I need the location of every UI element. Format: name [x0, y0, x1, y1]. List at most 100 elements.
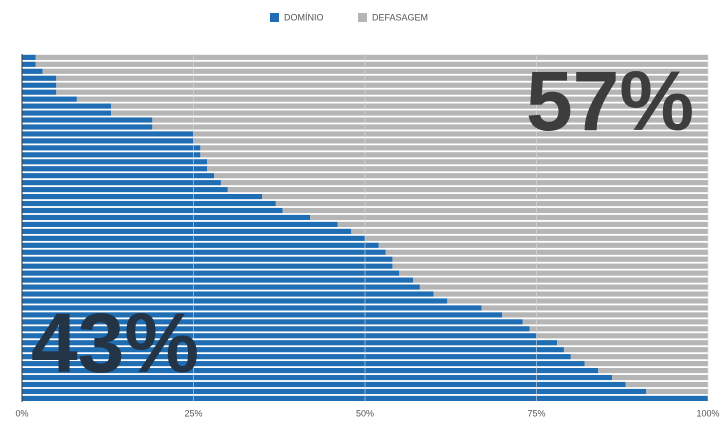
bar-segment	[399, 270, 708, 276]
bar-segment	[419, 284, 708, 290]
bar-segment	[22, 347, 564, 353]
bar-segment	[282, 207, 708, 214]
bar-segment	[392, 256, 708, 262]
bar-segment	[35, 54, 709, 60]
bar-segment	[22, 249, 386, 255]
bar-segment	[111, 110, 709, 116]
bar-segment	[433, 291, 708, 297]
bar-segment	[22, 187, 228, 193]
bar-segment	[22, 368, 599, 374]
bar-segment	[227, 187, 709, 193]
bar-segment	[22, 207, 283, 214]
bar-segment	[22, 319, 523, 325]
legend-label: DEFASAGEM	[372, 12, 428, 22]
bar-segment	[76, 96, 708, 102]
bar-segment	[502, 312, 708, 318]
annotation: 57%	[526, 54, 694, 148]
bar-segment	[262, 194, 708, 200]
bar-segment	[22, 138, 194, 144]
bar-segment	[22, 180, 221, 186]
bar-segment	[42, 68, 708, 74]
bar-segment	[22, 61, 36, 67]
bar-segment	[200, 152, 709, 158]
bar-segment	[22, 242, 379, 248]
bar-segment	[56, 89, 709, 95]
bar-segment	[392, 263, 708, 269]
bar-segment	[22, 291, 434, 297]
bar-segment	[22, 117, 153, 123]
bar-segment	[22, 145, 201, 151]
bar-segment	[22, 381, 626, 388]
bar-segment	[310, 214, 708, 221]
bar-segment	[22, 305, 482, 311]
bar-segment	[22, 103, 112, 109]
bar-segment	[447, 298, 708, 304]
bar-segment	[337, 221, 708, 227]
bar-segment	[22, 159, 208, 165]
bar-segment	[214, 173, 708, 179]
bar-segment	[22, 110, 112, 116]
bar-segment	[22, 200, 276, 207]
bar-segment	[385, 249, 708, 255]
bar-segment	[351, 228, 708, 234]
x-tick-label: 25%	[184, 408, 202, 418]
bar-segment	[22, 54, 36, 60]
bar-segment	[22, 340, 558, 346]
bar-segment	[193, 138, 708, 144]
bar-segment	[22, 89, 57, 95]
bar-segment	[481, 305, 708, 311]
legend-swatch	[270, 13, 279, 22]
bar-segment	[563, 347, 708, 353]
x-tick-label: 0%	[15, 408, 28, 418]
bar-segment	[611, 374, 708, 381]
x-tick-label: 50%	[356, 408, 374, 418]
bar-segment	[413, 277, 708, 283]
x-tick-label: 75%	[527, 408, 545, 418]
bar-segment	[22, 284, 420, 290]
bar-segment	[22, 124, 153, 130]
bar-segment	[22, 374, 612, 381]
bar-segment	[275, 200, 708, 207]
bar-segment	[220, 180, 708, 186]
bar-segment	[570, 354, 708, 360]
bar-segment	[56, 82, 709, 88]
bar-segment	[22, 298, 448, 304]
bar-segment	[35, 61, 709, 67]
bar-segment	[22, 354, 571, 360]
x-tick-label: 100%	[696, 408, 719, 418]
bar-segment	[22, 96, 77, 102]
bar-segment	[22, 221, 338, 227]
bar-segment	[536, 333, 708, 339]
bar-segment	[22, 256, 393, 262]
bar-segment	[22, 263, 393, 269]
bar-segment	[646, 388, 708, 395]
bar-segment	[22, 173, 215, 179]
bar-segment	[22, 166, 208, 172]
bar-segment	[22, 152, 201, 158]
bar-segment	[22, 388, 647, 395]
bar-segment	[22, 270, 400, 276]
bar-segment	[200, 145, 709, 151]
bar-segment	[22, 333, 537, 339]
bar-segment	[22, 277, 414, 283]
bar-segment	[56, 75, 709, 81]
bar-segment	[22, 68, 43, 74]
bar-segment	[522, 319, 708, 325]
bar-segment	[557, 340, 708, 346]
bar-segment	[22, 228, 352, 234]
bar-segment	[207, 159, 708, 165]
bar-segment	[22, 214, 311, 221]
bar-segment	[152, 117, 709, 123]
bar-segment	[22, 75, 57, 81]
bar-segment	[22, 194, 263, 200]
bar-segment	[193, 131, 708, 137]
legend-swatch	[358, 13, 367, 22]
legend-label: DOMÍNIO	[284, 12, 324, 22]
bar-segment	[598, 368, 708, 374]
bar-segment	[378, 242, 708, 248]
bar-segment	[152, 124, 709, 130]
bar-segment	[625, 381, 708, 388]
annotation: 43%	[31, 296, 199, 390]
bar-segment	[22, 82, 57, 88]
